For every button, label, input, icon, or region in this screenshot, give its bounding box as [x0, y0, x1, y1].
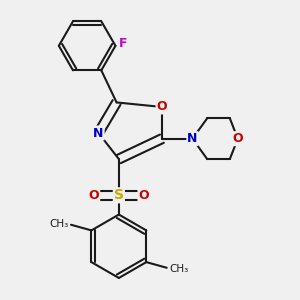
Text: O: O — [88, 189, 99, 202]
Text: O: O — [232, 132, 243, 145]
Text: F: F — [119, 37, 128, 50]
Text: O: O — [139, 189, 149, 202]
Text: CH₃: CH₃ — [169, 264, 188, 274]
Text: O: O — [157, 100, 167, 113]
Text: N: N — [187, 132, 198, 145]
Text: CH₃: CH₃ — [50, 219, 69, 229]
Text: N: N — [93, 127, 104, 140]
Text: S: S — [114, 188, 124, 202]
